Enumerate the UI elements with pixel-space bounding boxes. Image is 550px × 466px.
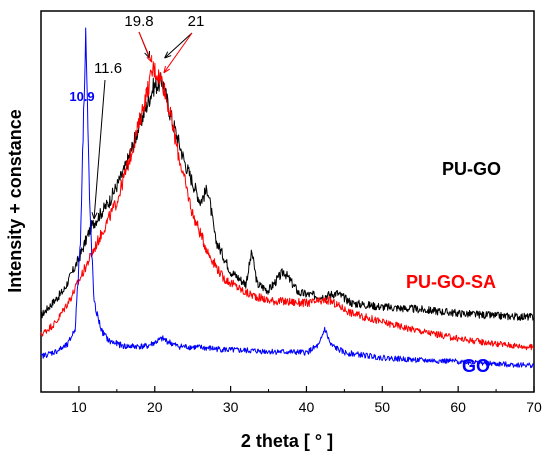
annotation-label-21: 21 [188,13,205,30]
annotation-label-19-8: 19.8 [124,13,153,30]
series-label-go: GO [462,356,490,376]
annotation-arrow-21-red [163,32,193,74]
x-axis-title: 2 theta [ ° ] [241,431,333,451]
annotation-arrow-11-6 [93,79,106,219]
annotation-arrow-19-8-red [138,31,153,63]
series-line-pu-go [40,72,535,321]
annotation-arrow-19-8-red-head [146,55,153,63]
plot-frame [40,10,535,393]
x-tick-label: 60 [450,399,466,415]
annotation-arrow-21-black-head [164,51,172,59]
x-axis-ticks: 10 20 30 40 50 60 70 [40,386,542,415]
annotation-layer: 19.8 21 11.610.9 [69,13,205,220]
series-line-go [40,27,535,369]
y-axis-title: Intensity + constance [5,109,25,293]
annotation-label-10-9: 10.9 [69,89,94,104]
annotation-arrow-11-6-head [91,212,98,220]
annotation-arrow-21-red-head [163,65,171,74]
series-label-pu-go: PU-GO [442,159,501,179]
annotation-arrow-21-black [164,32,193,59]
x-tick-label: 20 [147,399,163,415]
x-tick-label: 40 [299,399,315,415]
x-tick-label: 10 [71,399,87,415]
series-line-pu-go-sa [40,61,535,351]
annotation-label-11-6: 11.6 [94,60,122,77]
x-tick-label: 30 [223,399,239,415]
x-tick-label: 70 [526,399,542,415]
series-label-pu-go-sa: PU-GO-SA [406,272,496,292]
x-tick-label: 50 [375,399,391,415]
series-layer [40,27,535,369]
